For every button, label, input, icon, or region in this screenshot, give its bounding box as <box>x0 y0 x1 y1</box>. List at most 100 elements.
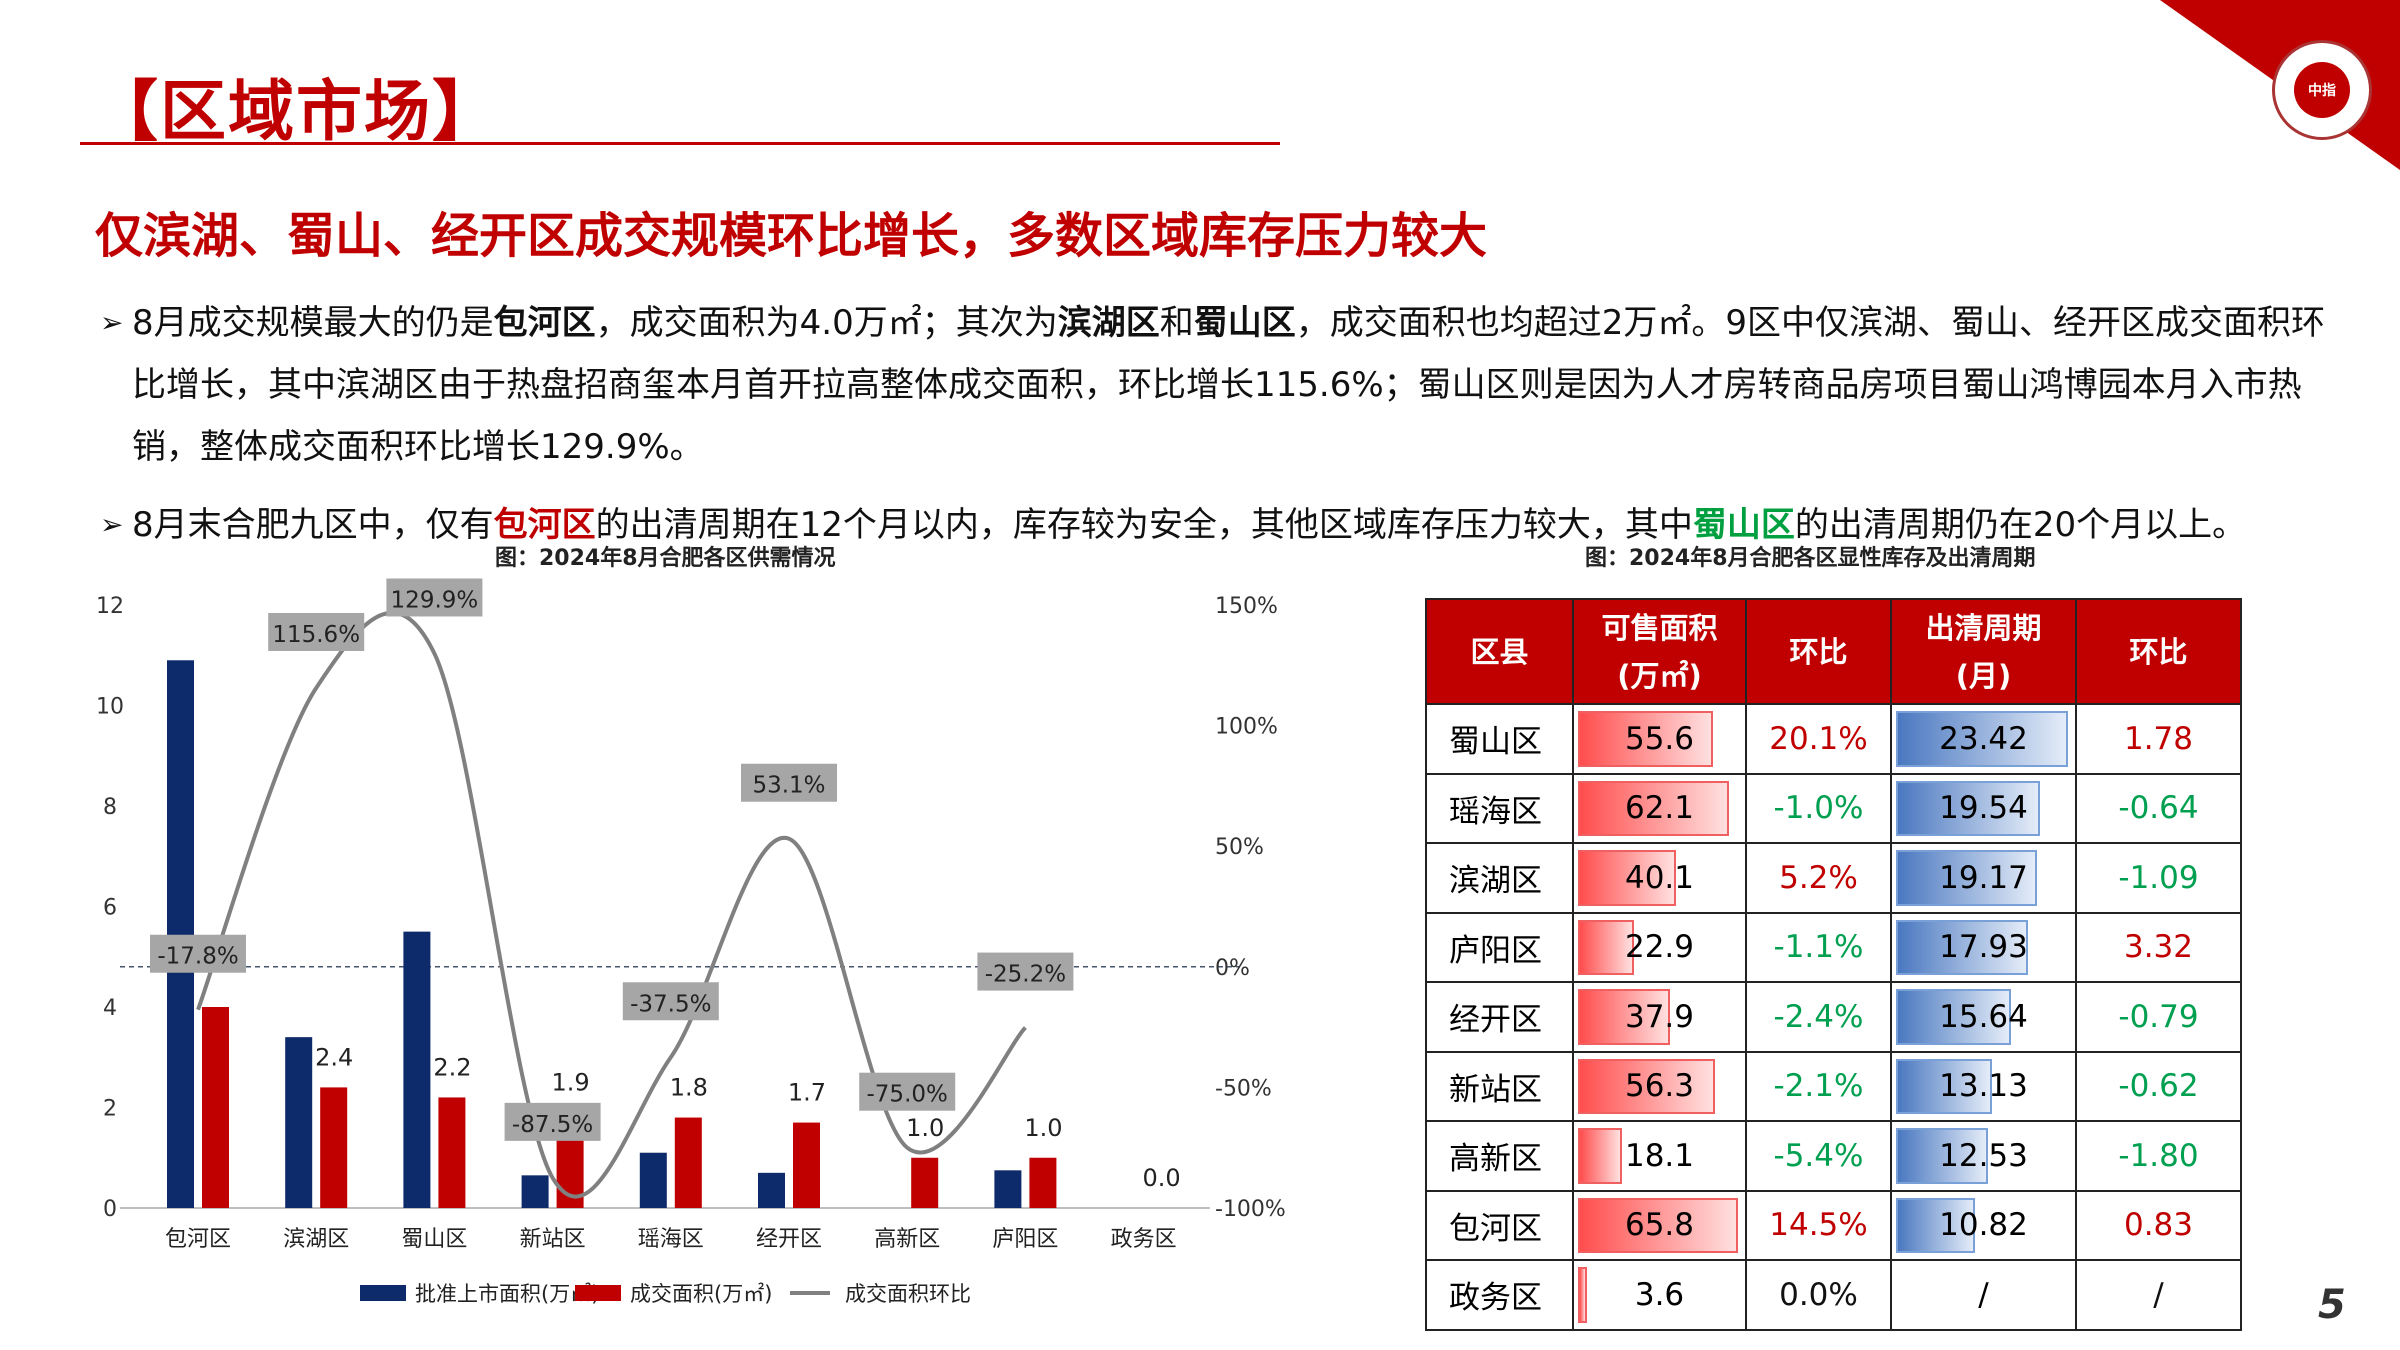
cycle-cell: 19.54 <box>1890 772 2077 844</box>
bullet-text: 的出清周期在12个月以内，库存较为安全，其他区域库存压力较大，其中 <box>595 505 1693 545</box>
growth-data-label: -17.8% <box>157 944 238 970</box>
y-tick-label: 8 <box>103 795 117 820</box>
x-tick-label: 滨湖区 <box>283 1227 349 1252</box>
area-bar <box>1578 711 1714 767</box>
area-value: 40.1 <box>1624 859 1695 896</box>
area-cell: 55.6 <box>1572 703 1747 775</box>
supply-bar <box>639 1152 667 1208</box>
sales-data-label: 1.7 <box>788 1079 826 1107</box>
y2-tick-label: 150% <box>1215 594 1278 619</box>
growth-label-box <box>386 578 483 617</box>
y2-tick-label: -100% <box>1215 1197 1286 1222</box>
area-cell: 3.6 <box>1572 1259 1747 1331</box>
sales-bar <box>1029 1157 1057 1208</box>
table-row: 瑶海区 62.1 -1.0% 19.54 -0.64 <box>1425 772 2242 844</box>
header-area: 可售面积 (万㎡) <box>1572 598 1747 705</box>
cycle-value: 10.82 <box>1939 1207 2028 1244</box>
x-tick-label: 蜀山区 <box>401 1227 467 1252</box>
table-caption: 图：2024年8月合肥各区显性库存及出清周期 <box>1585 546 2036 571</box>
cycle-change-cell: -0.62 <box>2075 1050 2242 1122</box>
header-cycle: 出清周期 (月) <box>1890 598 2077 705</box>
cycle-cell: / <box>1890 1259 2077 1331</box>
supply-bar <box>167 660 194 1208</box>
header-cycle-change: 环比 <box>2075 598 2242 705</box>
area-cell: 40.1 <box>1572 842 1747 914</box>
cycle-change-cell: -0.79 <box>2075 981 2242 1053</box>
growth-line <box>196 610 1027 1199</box>
page-title: 【区域市场】 <box>92 73 500 150</box>
cycle-bar <box>1896 780 2040 836</box>
cycle-value: 12.53 <box>1939 1137 2028 1174</box>
district-cell: 新站区 <box>1425 1050 1574 1122</box>
growth-data-label: -37.5% <box>630 991 711 1017</box>
area-value: 56.3 <box>1624 1068 1695 1105</box>
x-tick-label: 经开区 <box>756 1227 822 1252</box>
area-value: 37.9 <box>1624 998 1695 1035</box>
cycle-cell: 10.82 <box>1890 1189 2077 1261</box>
bullet-text: 8月成交规模最大的仍是 <box>132 303 494 343</box>
area-bar <box>1578 780 1729 836</box>
arrow-bullet-icon: ➢ <box>100 306 124 339</box>
cycle-change-cell: -1.80 <box>2075 1120 2242 1192</box>
area-value: 65.8 <box>1624 1207 1695 1244</box>
supply-bar <box>758 1172 785 1208</box>
cycle-value: 19.54 <box>1939 790 2028 827</box>
area-bar <box>1578 1197 1738 1253</box>
bullet-text: 的出清周期仍在20个月以上。 <box>1794 505 2247 545</box>
bullet-text: ，成交面积也均超过2万㎡。9区中仅滨湖、蜀山、经开区成交面积环比增长，其中滨湖区… <box>132 303 2325 467</box>
supply-demand-chart: 0 2 4 6 8 10 12 -100% -50% 0% 50% 100% 150% 包河区 滨湖区 蜀山区… <box>96 578 1286 1306</box>
table-row: 包河区 65.8 14.5% 10.82 0.83 <box>1425 1189 2242 1261</box>
legend-swatch <box>360 1285 406 1301</box>
sales-bar <box>793 1122 820 1208</box>
sales-data-label: 0.0 <box>1143 1164 1181 1192</box>
area-bar <box>1578 1058 1715 1114</box>
growth-data-label: 53.1% <box>752 773 825 799</box>
sales-data-label: 2.2 <box>433 1053 471 1081</box>
y-tick-label: 4 <box>103 996 117 1021</box>
page-subtitle: 仅滨湖、蜀山、经开区成交规模环比增长，多数区域库存压力较大 <box>95 208 1488 264</box>
x-tick-label: 高新区 <box>874 1227 940 1252</box>
bullet-text: 蜀山区 <box>1193 303 1296 343</box>
area-cell: 56.3 <box>1572 1050 1747 1122</box>
cycle-cell: 13.13 <box>1890 1050 2077 1122</box>
growth-label-box <box>859 1072 956 1111</box>
supply-bar <box>285 1037 313 1208</box>
bullet-text: 包河区 <box>493 505 596 545</box>
cycle-cell: 23.42 <box>1890 703 2077 775</box>
cycle-cell: 15.64 <box>1890 981 2077 1053</box>
sales-bar <box>911 1157 939 1208</box>
sales-data-label: 1.0 <box>1024 1114 1062 1142</box>
cycle-change-cell: -0.64 <box>2075 772 2242 844</box>
district-cell: 包河区 <box>1425 1189 1574 1261</box>
cycle-bar <box>1896 1197 1976 1253</box>
x-tick-label: 政务区 <box>1111 1227 1177 1252</box>
header-area-change: 环比 <box>1745 598 1892 705</box>
legend-label: 成交面积(万㎡) <box>630 1282 772 1306</box>
cycle-change-cell: 3.32 <box>2075 911 2242 983</box>
header-district: 区县 <box>1425 598 1574 705</box>
area-change-cell: -1.0% <box>1745 772 1892 844</box>
cycle-bar <box>1896 1128 1989 1184</box>
area-value: 22.9 <box>1624 929 1695 966</box>
area-change-cell: 14.5% <box>1745 1189 1892 1261</box>
bullet-text: 滨湖区 <box>1057 303 1160 343</box>
growth-label-box <box>268 612 365 651</box>
cycle-change-cell: -1.09 <box>2075 842 2242 914</box>
district-cell: 瑶海区 <box>1425 772 1574 844</box>
cycle-value: 15.64 <box>1939 998 2028 1035</box>
district-cell: 经开区 <box>1425 981 1574 1053</box>
area-change-cell: -2.1% <box>1745 1050 1892 1122</box>
x-tick-label: 新站区 <box>520 1227 586 1252</box>
cycle-value: / <box>1978 1276 1989 1313</box>
sales-bar <box>202 1007 229 1208</box>
growth-label-box <box>150 934 246 973</box>
area-bar <box>1578 989 1671 1045</box>
bullet-text: 和 <box>1159 303 1194 343</box>
cycle-cell: 12.53 <box>1890 1120 2077 1192</box>
china-index-academy-logo: 中指 <box>2272 40 2372 140</box>
x-tick-label: 瑶海区 <box>638 1227 704 1252</box>
district-cell: 高新区 <box>1425 1120 1574 1192</box>
area-value: 3.6 <box>1634 1276 1685 1313</box>
growth-data-label: 129.9% <box>391 587 479 613</box>
sales-bar <box>320 1087 348 1208</box>
